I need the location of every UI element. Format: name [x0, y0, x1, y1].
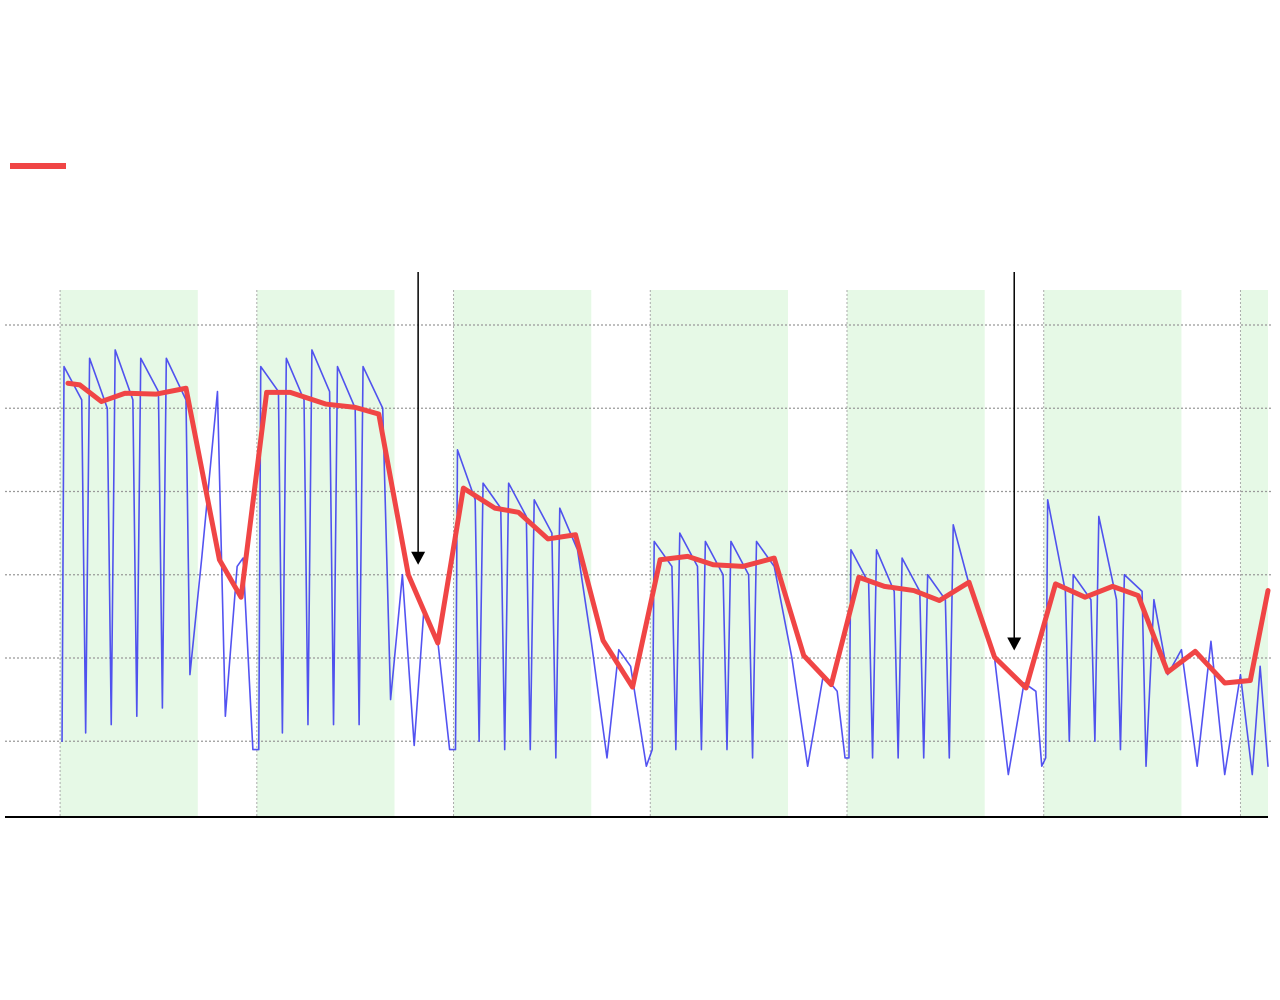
arrow-head	[411, 551, 426, 565]
shaded-band	[847, 290, 985, 817]
signal-line	[61, 349, 1269, 776]
shaded-band	[1240, 290, 1268, 817]
shaded-band	[453, 290, 592, 817]
shaded-band	[256, 290, 395, 817]
shaded-band	[650, 290, 788, 817]
arrow-head	[1007, 637, 1022, 651]
shaded-band	[60, 290, 198, 817]
trend-line	[65, 380, 1271, 691]
shaded-band	[1043, 290, 1182, 817]
